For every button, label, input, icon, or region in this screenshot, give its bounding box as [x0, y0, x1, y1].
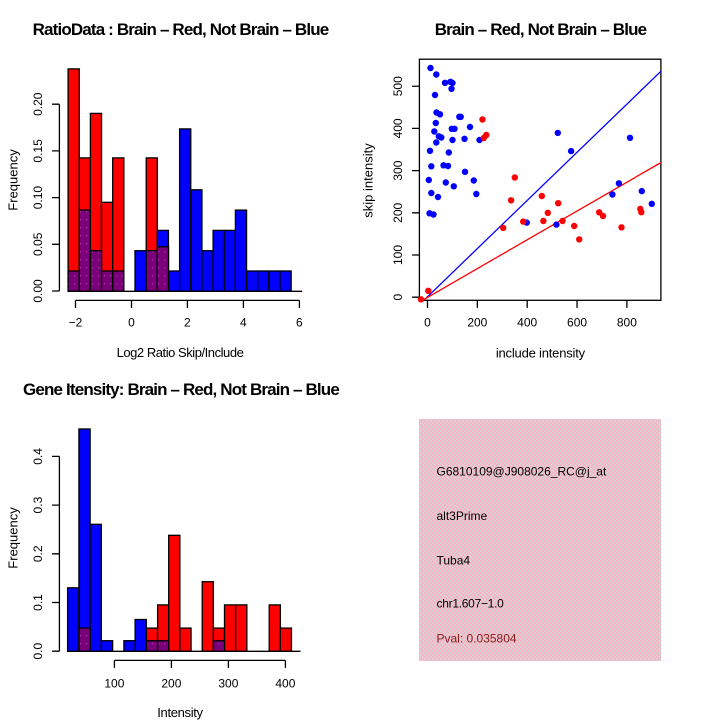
svg-text:RatioData : Brain – Red, Not B: RatioData : Brain – Red, Not Brain – Blu…	[33, 20, 329, 39]
svg-text:2: 2	[184, 316, 191, 330]
svg-text:400: 400	[391, 118, 405, 138]
svg-text:100: 100	[391, 245, 405, 265]
svg-text:0: 0	[391, 294, 405, 301]
svg-text:0: 0	[128, 316, 135, 330]
svg-text:0.05: 0.05	[31, 232, 45, 256]
svg-text:Tuba4: Tuba4	[437, 554, 471, 568]
svg-text:include intensity: include intensity	[496, 346, 586, 361]
svg-text:500: 500	[391, 76, 405, 96]
svg-text:0.1: 0.1	[31, 594, 45, 611]
svg-text:Brain – Red, Not Brain – Blue: Brain – Red, Not Brain – Blue	[435, 20, 647, 39]
svg-text:chr1.607−1.0: chr1.607−1.0	[437, 597, 505, 611]
svg-text:Intensity: Intensity	[157, 705, 203, 720]
svg-text:0: 0	[424, 316, 431, 330]
svg-text:6: 6	[296, 316, 303, 330]
svg-text:G6810109@J908026_RC@j_at: G6810109@J908026_RC@j_at	[437, 465, 607, 479]
svg-text:Frequency: Frequency	[6, 149, 21, 211]
svg-text:0.2: 0.2	[31, 545, 45, 562]
svg-text:Pval: 0.035804: Pval: 0.035804	[437, 632, 517, 646]
svg-text:200: 200	[391, 202, 405, 222]
svg-text:300: 300	[391, 160, 405, 180]
svg-text:0.10: 0.10	[31, 186, 45, 210]
svg-text:0.0: 0.0	[31, 643, 45, 660]
svg-text:4: 4	[240, 316, 247, 330]
svg-text:skip intensity: skip intensity	[361, 143, 376, 218]
svg-text:0.15: 0.15	[31, 139, 45, 163]
svg-text:alt3Prime: alt3Prime	[437, 509, 488, 523]
svg-text:Frequency: Frequency	[6, 507, 21, 569]
svg-text:Log2 Ratio Skip/Include: Log2 Ratio Skip/Include	[117, 345, 244, 360]
svg-text:200: 200	[161, 677, 181, 691]
svg-text:800: 800	[617, 316, 637, 330]
svg-text:0.20: 0.20	[31, 92, 45, 116]
svg-text:400: 400	[517, 316, 537, 330]
svg-text:100: 100	[104, 677, 124, 691]
svg-text:600: 600	[567, 316, 587, 330]
svg-text:−2: −2	[69, 316, 83, 330]
svg-text:0.4: 0.4	[31, 448, 45, 465]
svg-text:400: 400	[275, 677, 295, 691]
svg-text:300: 300	[218, 677, 238, 691]
svg-text:200: 200	[467, 316, 487, 330]
svg-text:Gene Itensity: Brain – Red, No: Gene Itensity: Brain – Red, Not Brain – …	[23, 380, 339, 399]
svg-text:0.3: 0.3	[31, 496, 45, 513]
svg-text:0.00: 0.00	[31, 279, 45, 303]
